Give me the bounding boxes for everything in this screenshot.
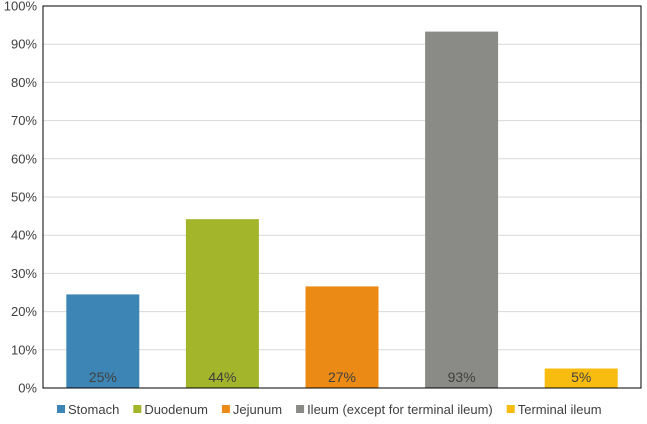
- y-tick-label: 70%: [11, 113, 37, 128]
- bars: [66, 31, 618, 389]
- data-label: 44%: [208, 369, 236, 385]
- bar: [305, 286, 379, 388]
- legend-label: Ileum (except for terminal ileum): [307, 402, 493, 417]
- data-label: 5%: [571, 369, 591, 385]
- y-tick-label: 100%: [4, 0, 38, 14]
- bar: [185, 219, 259, 388]
- data-label: 93%: [448, 369, 476, 385]
- legend-label: Duodenum: [144, 402, 208, 417]
- bar: [425, 31, 499, 389]
- y-tick-label: 60%: [11, 151, 37, 166]
- legend-label: Stomach: [68, 402, 119, 417]
- legend-label: Terminal ileum: [518, 402, 602, 417]
- bar: [66, 294, 140, 388]
- y-tick-label: 40%: [11, 228, 37, 243]
- y-tick-label: 10%: [11, 342, 37, 357]
- y-axis-tick-labels: 0% 10% 20% 30% 40% 50% 60% 70% 80% 90% 100%: [4, 0, 38, 396]
- data-label: 27%: [328, 369, 356, 385]
- y-tick-label: 20%: [11, 304, 37, 319]
- y-tick-label: 50%: [11, 190, 37, 205]
- data-labels: 25% 44% 27% 93% 5%: [89, 369, 592, 385]
- legend-swatch: [57, 405, 65, 413]
- legend-swatch: [221, 405, 230, 413]
- data-label: 25%: [89, 369, 117, 385]
- plot-area-border: [42, 5, 642, 389]
- y-tick-label: 30%: [11, 266, 37, 281]
- y-tick-label: 0%: [18, 381, 37, 396]
- legend-swatch: [296, 405, 305, 413]
- legend-swatch: [133, 405, 142, 413]
- legend-label: Jejunum: [233, 402, 282, 417]
- legend: Stomach Duodenum Jejunum Ileum (except for …: [57, 402, 602, 417]
- y-tick-label: 80%: [11, 75, 37, 90]
- legend-swatch: [506, 405, 515, 413]
- bar: [544, 368, 618, 388]
- y-tick-label: 90%: [11, 37, 37, 52]
